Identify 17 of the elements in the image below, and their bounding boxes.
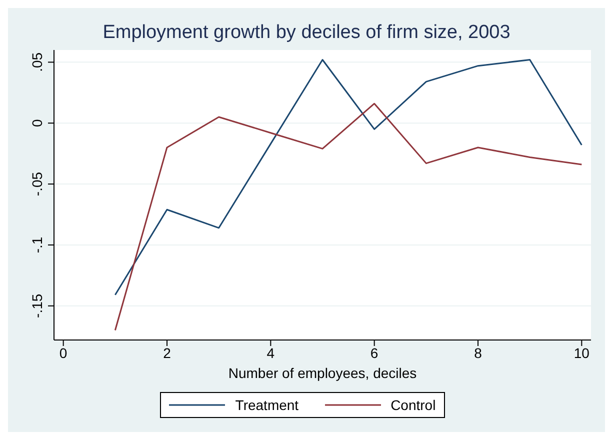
x-axis-title: Number of employees, deciles (228, 365, 417, 381)
chart-title: Employment growth by deciles of firm size, 2003 (102, 22, 512, 44)
x-tick-label: 0 (59, 344, 68, 361)
y-tick-label: 0 (29, 119, 45, 128)
line-series (114, 59, 582, 296)
legend-label: Control (390, 397, 436, 413)
x-tick-label: 4 (266, 344, 275, 361)
x-tick-label: 2 (163, 344, 172, 361)
x-tick-label: 8 (474, 344, 482, 361)
y-tick-label: .05 (29, 52, 45, 72)
line-series (114, 102, 582, 331)
x-tick-label: 10 (574, 344, 590, 361)
y-tick-label: -.15 (29, 294, 45, 318)
y-tick-label: -.1 (29, 236, 45, 254)
x-tick-label: 6 (370, 344, 378, 361)
y-tick-label: -.05 (29, 172, 45, 196)
legend-label: Treatment (235, 397, 299, 413)
